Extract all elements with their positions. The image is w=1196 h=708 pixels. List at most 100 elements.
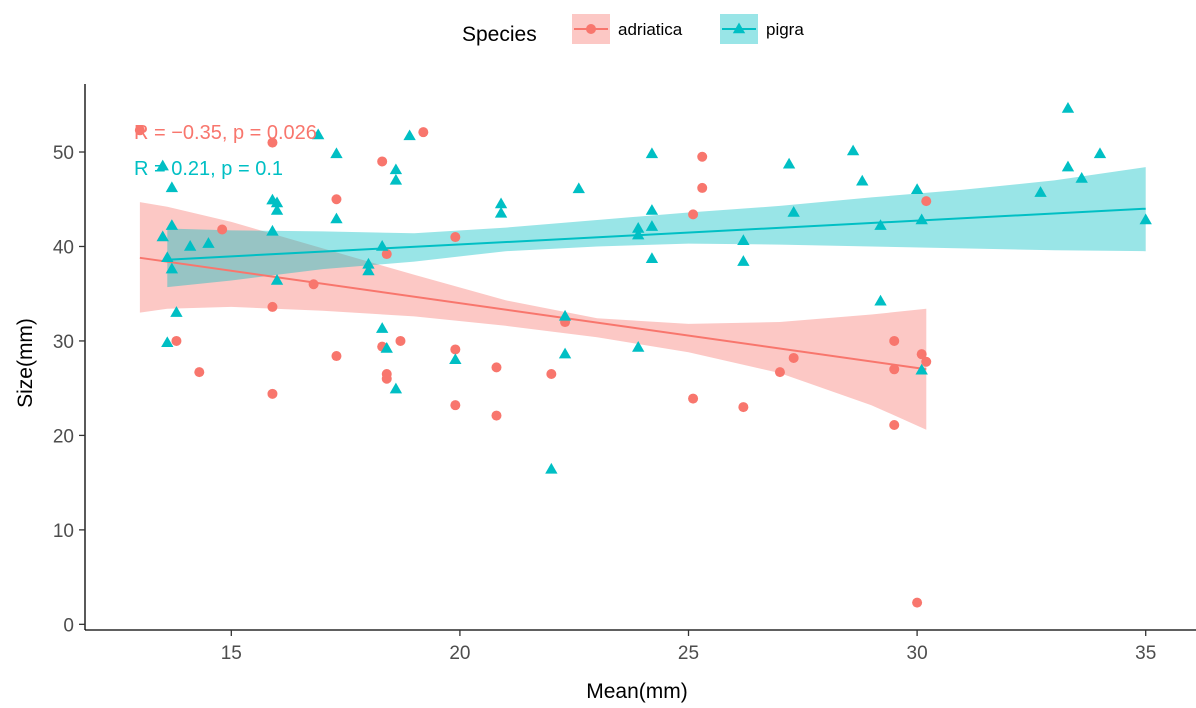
- point-pigra: [915, 363, 928, 375]
- point-pigra: [362, 264, 375, 276]
- point-pigra: [165, 262, 179, 274]
- legend-key-marker: [732, 22, 746, 34]
- point-adriatica: [921, 196, 932, 207]
- stat-label-pigra: R = 0.21, p = 0.1: [134, 158, 283, 180]
- point-adriatica: [194, 367, 205, 378]
- correlation-stats: R = −0.35, p = 0.026 R = 0.21, p = 0.1: [134, 122, 317, 180]
- point-adriatica: [450, 400, 461, 411]
- confidence-bands: [139, 167, 1146, 430]
- point-pigra: [380, 341, 393, 353]
- point-pigra: [632, 341, 645, 352]
- x-axis-title: Mean(mm): [586, 680, 688, 703]
- point-adriatica: [308, 279, 319, 290]
- point-pigra: [910, 183, 924, 195]
- point-pigra: [183, 239, 197, 251]
- point-pigra: [330, 147, 343, 159]
- x-tick-label: 25: [678, 643, 699, 664]
- point-adriatica: [491, 362, 502, 373]
- point-pigra: [787, 205, 800, 217]
- point-pigra: [266, 224, 279, 236]
- point-pigra: [270, 204, 284, 215]
- point-adriatica: [381, 249, 392, 260]
- point-adriatica: [418, 127, 429, 138]
- point-adriatica: [738, 402, 749, 413]
- point-pigra: [362, 257, 375, 269]
- point-pigra: [270, 196, 284, 208]
- point-adriatica: [889, 364, 900, 375]
- point-pigra: [156, 230, 169, 242]
- legend: Species adriatica pigra: [462, 14, 804, 46]
- point-pigra: [1093, 147, 1107, 159]
- x-tick-label: 30: [907, 643, 928, 664]
- point-pigra: [311, 128, 325, 140]
- point-pigra: [856, 174, 869, 186]
- point-adriatica: [395, 335, 406, 346]
- point-adriatica: [377, 156, 388, 167]
- point-pigra: [737, 255, 750, 266]
- y-axis-title: Size(mm): [14, 318, 37, 408]
- point-pigra: [494, 197, 508, 209]
- point-pigra: [645, 204, 659, 215]
- point-pigra: [376, 239, 389, 251]
- fit-lines: [139, 207, 1146, 371]
- point-pigra: [494, 206, 508, 218]
- x-tick-label: 15: [221, 643, 242, 664]
- point-pigra: [389, 173, 403, 185]
- legend-title: Species: [462, 23, 537, 46]
- stat-label-adriatica: R = −0.35, p = 0.026: [134, 122, 317, 144]
- legend-key-marker: [586, 24, 596, 34]
- point-pigra: [170, 306, 183, 317]
- point-adriatica: [491, 410, 502, 421]
- point-pigra: [165, 219, 179, 230]
- point-adriatica: [688, 209, 699, 220]
- point-pigra: [1061, 102, 1075, 113]
- point-pigra: [632, 228, 645, 240]
- x-tick-label: 35: [1135, 643, 1156, 664]
- point-pigra: [449, 353, 462, 365]
- point-pigra: [558, 309, 572, 321]
- point-pigra: [270, 273, 284, 285]
- point-adriatica: [889, 420, 900, 431]
- point-adriatica: [450, 232, 461, 243]
- ci-band-adriatica: [139, 202, 927, 430]
- y-tick-label: 20: [53, 426, 74, 447]
- point-adriatica: [921, 356, 932, 367]
- legend-label-pigra: pigra: [766, 20, 804, 39]
- legend-item-adriatica: adriatica: [572, 14, 683, 44]
- point-pigra: [156, 159, 169, 171]
- point-pigra: [161, 336, 174, 348]
- point-pigra: [874, 219, 887, 230]
- point-adriatica: [331, 194, 342, 205]
- y-tick-label: 30: [53, 332, 74, 353]
- point-pigra: [874, 294, 887, 306]
- point-pigra: [645, 220, 659, 231]
- point-pigra: [632, 222, 645, 233]
- point-pigra: [376, 322, 389, 333]
- point-pigra: [161, 251, 174, 263]
- point-pigra: [202, 237, 215, 248]
- point-adriatica: [546, 369, 557, 380]
- point-pigra: [1061, 160, 1075, 172]
- y-tick-label: 0: [63, 615, 74, 636]
- x-tick-label: 20: [449, 643, 470, 664]
- fit-line-pigra: [167, 207, 1146, 261]
- fit-line-adriatica: [139, 256, 927, 371]
- axes: 15 20 25 30 35 0 10 20 30 40 50: [53, 84, 1196, 664]
- y-tick-label: 50: [53, 143, 74, 164]
- point-pigra: [558, 347, 572, 359]
- point-pigra: [389, 382, 403, 394]
- point-pigra: [1075, 171, 1088, 183]
- point-pigra: [645, 147, 659, 159]
- point-pigra: [165, 181, 179, 193]
- legend-item-pigra: pigra: [720, 14, 804, 44]
- data-points: [134, 102, 1152, 608]
- legend-label-adriatica: adriatica: [618, 20, 683, 39]
- point-adriatica: [788, 352, 799, 363]
- point-adriatica: [267, 137, 278, 148]
- point-pigra: [1034, 186, 1047, 197]
- point-adriatica: [331, 351, 342, 362]
- point-pigra: [737, 234, 750, 246]
- point-pigra: [330, 212, 343, 224]
- point-adriatica: [267, 301, 278, 312]
